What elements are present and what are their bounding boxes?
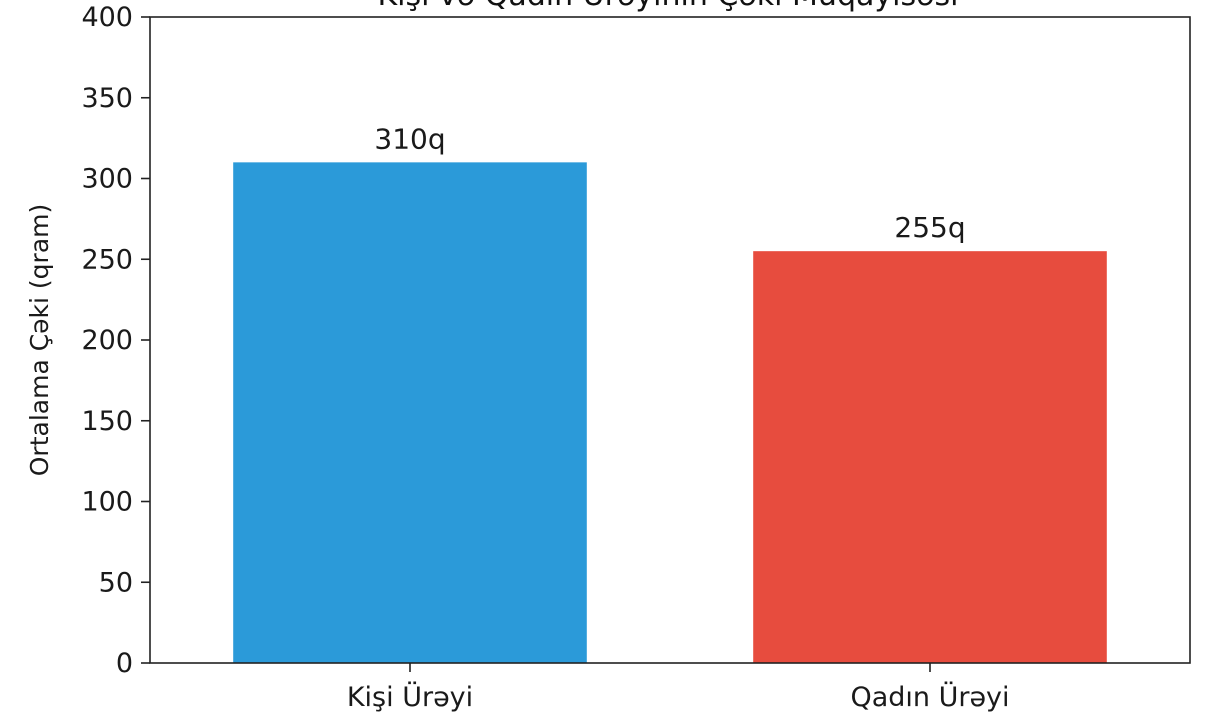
y-tick-label: 100 — [81, 487, 133, 518]
y-axis-ticks: 0 50 100 150 200 250 300 350 400 — [81, 2, 150, 679]
y-tick-label: 50 — [99, 567, 133, 598]
chart-title: Kişi və Qadın Ürəyinin Çəki Müqayisəsi — [377, 0, 958, 13]
plot-frame — [149, 16, 1191, 664]
y-axis-label: Ortalama Çəki (qram) — [25, 204, 54, 477]
bar-value-label: 255q — [894, 211, 965, 244]
y-tick-label: 200 — [81, 325, 133, 356]
x-tick-label: Qadın Ürəyi — [850, 681, 1009, 713]
y-tick-label: 250 — [81, 244, 133, 275]
bar-series — [233, 162, 1107, 664]
x-axis-ticks: Kişi Ürəyi Qadın Ürəyi — [347, 663, 1010, 713]
y-tick-label: 150 — [81, 406, 133, 437]
y-tick-label: 400 — [81, 2, 133, 33]
bar-value-label: 310q — [374, 122, 445, 155]
y-tick-label: 350 — [81, 83, 133, 114]
bar-value-labels: 310q 255q — [374, 122, 965, 244]
y-tick-label: 300 — [81, 164, 133, 195]
x-tick-label: Kişi Ürəyi — [347, 681, 473, 713]
y-tick-label: 0 — [116, 648, 133, 679]
bar — [753, 251, 1107, 664]
bar — [233, 162, 587, 663]
